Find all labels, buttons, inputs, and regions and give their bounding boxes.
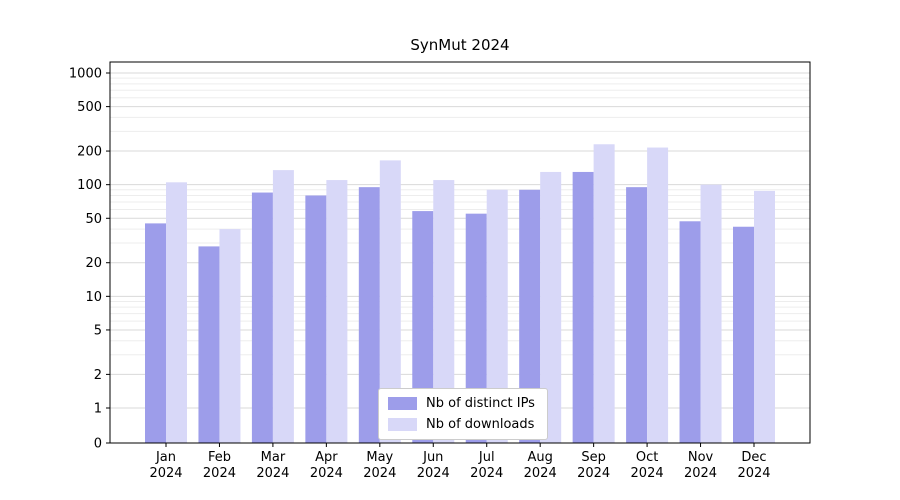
- bar-distinct-ips-oct: [626, 187, 648, 443]
- legend: Nb of distinct IPs Nb of downloads: [378, 388, 548, 440]
- x-tick-label-year: 2024: [577, 466, 610, 481]
- y-axis: 0 1 2 5 10 20 50 100 200 500 1000: [69, 67, 110, 452]
- bar-downloads-apr: [326, 180, 348, 443]
- bar-downloads-sep: [593, 144, 615, 443]
- chart-title: SynMut 2024: [410, 36, 510, 54]
- bar-downloads-jul: [486, 189, 508, 443]
- x-tick-label-month: Feb: [208, 450, 231, 465]
- x-tick-label-month: Oct: [636, 450, 658, 465]
- legend-label-downloads: Nb of downloads: [426, 417, 535, 432]
- x-tick-label-year: 2024: [470, 466, 503, 481]
- x-tick-label-year: 2024: [203, 466, 236, 481]
- y-tick-label: 20: [85, 256, 102, 271]
- x-tick-label-month: Aug: [527, 450, 552, 465]
- bar-downloads-oct: [647, 147, 669, 443]
- x-axis: Jan2024Feb2024Mar2024Apr2024May2024Jun20…: [149, 443, 771, 481]
- bar-downloads-may: [379, 160, 401, 443]
- x-tick-label-month: May: [366, 450, 393, 465]
- y-tick-label: 50: [85, 212, 102, 227]
- x-tick-label-month: Jun: [422, 450, 443, 465]
- legend-item-distinct-ips: Nb of distinct IPs: [388, 396, 535, 411]
- bar-downloads-nov: [700, 184, 722, 443]
- legend-swatch-distinct-ips: [388, 397, 417, 410]
- bar-distinct-ips-aug: [519, 189, 541, 443]
- y-tick-label: 1: [94, 402, 102, 417]
- legend-label-distinct-ips: Nb of distinct IPs: [426, 396, 535, 411]
- bar-downloads-jun: [433, 180, 455, 443]
- legend-item-downloads: Nb of downloads: [388, 417, 535, 432]
- bar-distinct-ips-nov: [679, 221, 701, 443]
- bar-distinct-ips-jul: [465, 213, 487, 443]
- x-tick-label-month: Nov: [688, 450, 714, 465]
- legend-swatch-downloads: [388, 418, 417, 431]
- bar-downloads-mar: [272, 170, 294, 443]
- x-tick-label-year: 2024: [310, 466, 343, 481]
- x-tick-label-month: Jan: [155, 450, 176, 465]
- x-tick-label-year: 2024: [524, 466, 557, 481]
- bar-downloads-jan: [166, 182, 187, 443]
- bar-distinct-ips-jun: [412, 211, 434, 443]
- x-tick-label-month: Jul: [478, 450, 495, 465]
- x-tick-label-month: Dec: [741, 450, 766, 465]
- x-tick-label-year: 2024: [417, 466, 450, 481]
- x-tick-label-year: 2024: [256, 466, 289, 481]
- y-tick-label: 0: [94, 437, 102, 452]
- y-tick-label: 10: [85, 290, 102, 305]
- axes-box: [109, 61, 811, 444]
- x-tick-label-year: 2024: [684, 466, 717, 481]
- bar-downloads-aug: [540, 171, 562, 443]
- bar-distinct-ips-may: [358, 187, 380, 443]
- y-tick-label: 2: [94, 368, 102, 383]
- minor-gridlines: [110, 77, 810, 356]
- y-tick-label: 100: [77, 178, 102, 193]
- bar-downloads-feb: [219, 229, 241, 443]
- bars: [145, 144, 775, 443]
- x-tick-label-year: 2024: [363, 466, 396, 481]
- bar-distinct-ips-mar: [251, 192, 273, 443]
- x-tick-label-year: 2024: [149, 466, 182, 481]
- y-tick-label: 1000: [69, 67, 102, 82]
- bar-downloads-dec: [754, 190, 775, 443]
- x-tick-label-year: 2024: [631, 466, 664, 481]
- x-tick-label-month: Apr: [315, 450, 338, 465]
- y-tick-label: 200: [77, 145, 102, 160]
- bar-distinct-ips-sep: [572, 171, 594, 443]
- bar-distinct-ips-feb: [198, 246, 220, 443]
- x-tick-label-month: Mar: [261, 450, 286, 465]
- bar-distinct-ips-jan: [145, 223, 166, 443]
- x-tick-label-month: Sep: [581, 450, 606, 465]
- y-tick-label: 500: [77, 100, 102, 115]
- bar-distinct-ips-dec: [733, 226, 754, 443]
- y-tick-label: 5: [94, 323, 102, 338]
- x-tick-label-year: 2024: [737, 466, 770, 481]
- bar-distinct-ips-apr: [305, 195, 327, 443]
